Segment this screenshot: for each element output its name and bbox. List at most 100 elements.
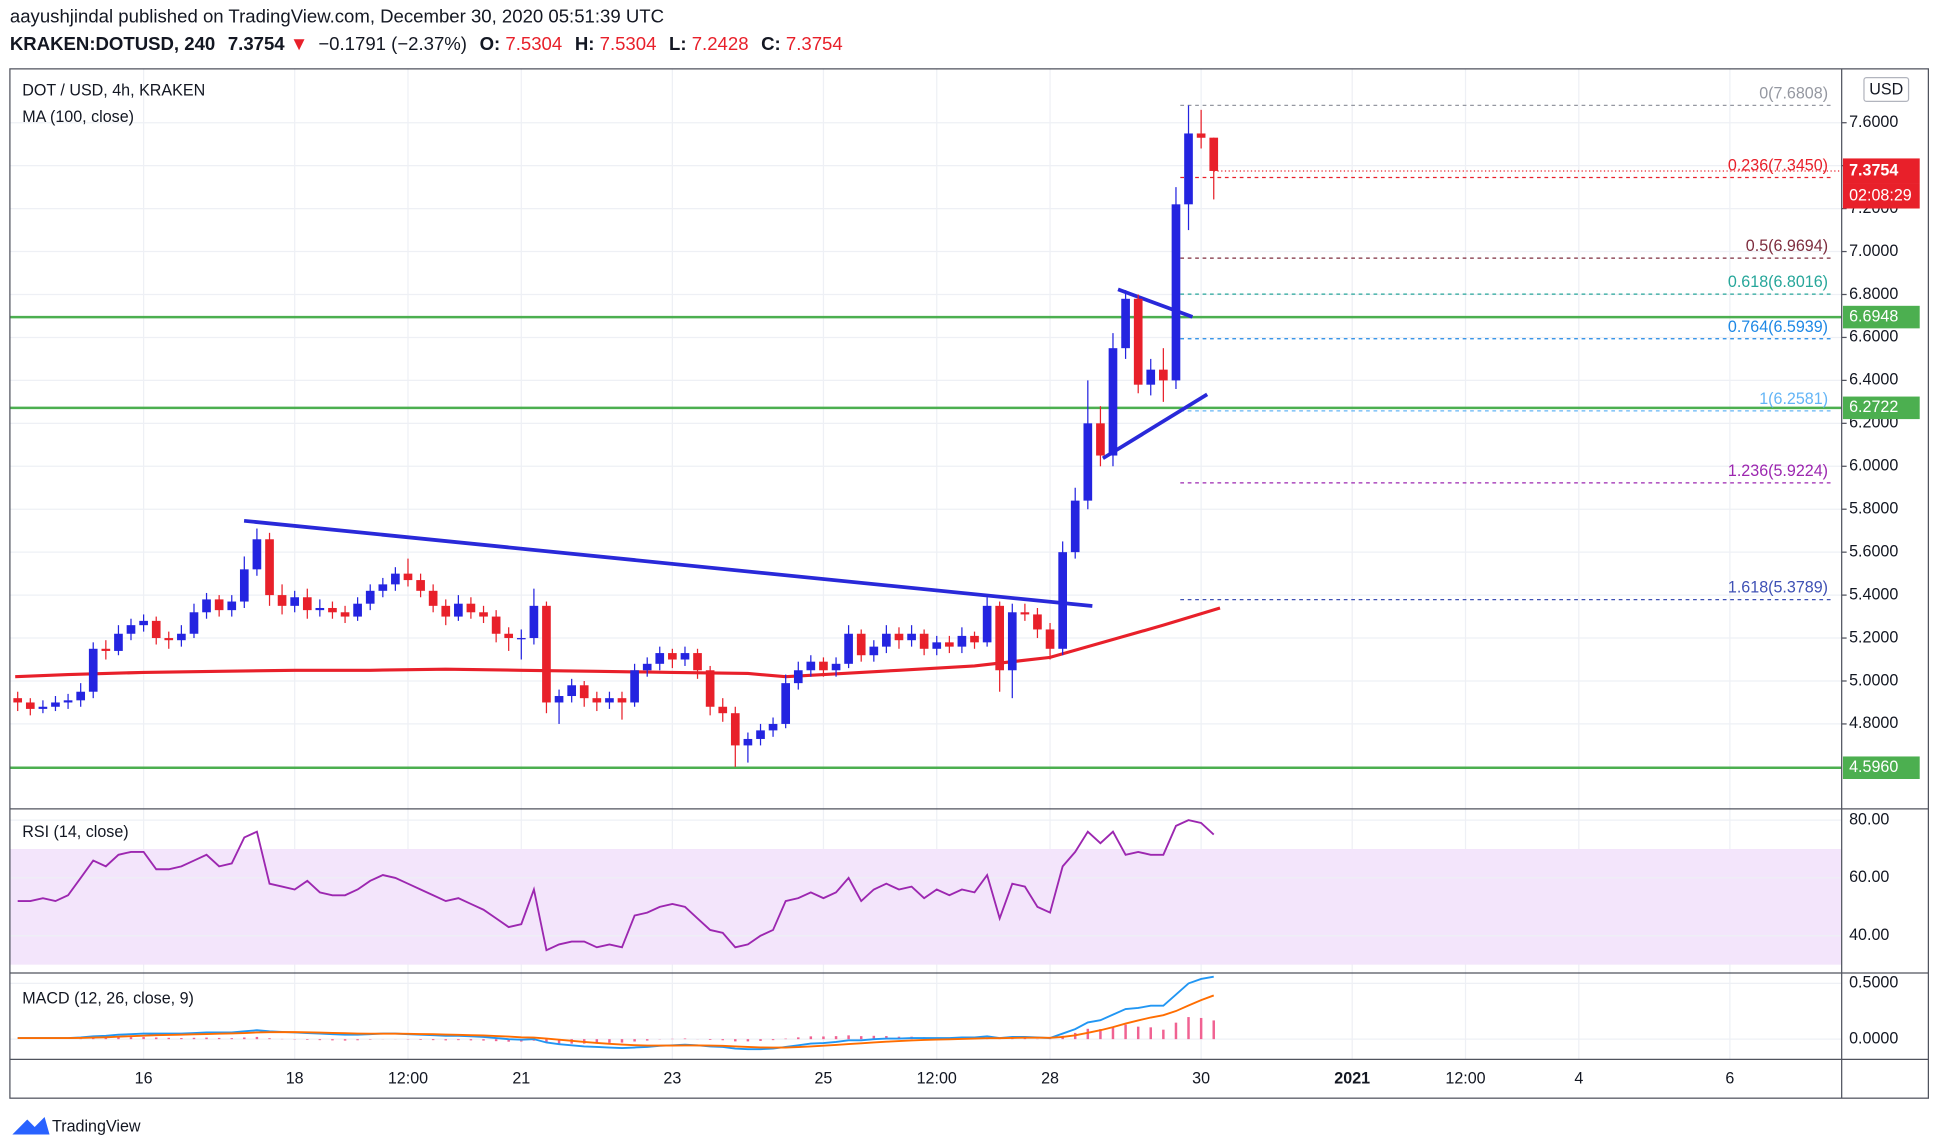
rsi-tick-label: 60.00 [1849,868,1889,886]
candle-body [705,670,715,707]
x-tick-label: 2021 [1334,1070,1370,1088]
candle-body [730,713,740,746]
y-tick-label: 7.6000 [1849,113,1898,131]
macd-histogram-bar [1162,1029,1165,1040]
y-tick-label: 5.0000 [1849,671,1898,689]
macd-tick-label: 0.5000 [1849,974,1898,992]
candle-body [51,702,60,707]
candle-body [1209,137,1219,171]
candle-body [139,620,148,626]
brand-name: TradingView [52,1117,141,1135]
level-label-box [1842,396,1920,420]
candle-body [995,605,1005,671]
macd-histogram-bar [746,1039,750,1042]
macd-histogram-bar [822,1036,825,1040]
x-tick-label: 18 [286,1070,304,1088]
level-label: 4.5960 [1849,758,1898,776]
candle-body [1083,423,1093,501]
candle-body [290,597,300,606]
author-line: aayushjindal published on TradingView.co… [10,5,664,26]
candle-body [630,670,639,703]
candle-body [101,648,111,651]
candle-body [302,597,312,611]
macd-tick-label: 0.0000 [1849,1029,1898,1047]
candle-body [693,653,702,671]
y-tick-label: 5.2000 [1849,628,1898,646]
y-tick-label: 6.0000 [1849,457,1898,475]
macd-histogram-bar [708,1039,712,1040]
candle-body [428,590,438,606]
candle-body [1045,629,1055,649]
y-tick-label: 4.8000 [1849,714,1898,732]
trend-line [243,518,1093,608]
macd-histogram-bar [91,1037,95,1040]
fib-label: 0.236(7.3450) [1728,156,1828,174]
macd-histogram-bar [117,1037,120,1040]
fib-label: 1(6.2581) [1759,390,1828,408]
macd-histogram-bar [331,1039,334,1041]
candle-body [416,580,425,591]
macd-histogram-bar [1174,1022,1178,1040]
candle-body [919,633,929,649]
macd-histogram-bar [721,1039,724,1041]
macd-histogram-bar [469,1039,473,1041]
macd-histogram-bar [1099,1029,1102,1040]
macd-histogram-bar [683,1038,687,1040]
trend-line [1101,392,1209,460]
last-price-label: 7.3754 [1849,161,1898,179]
candle-body [13,698,23,703]
candle-body [1184,133,1193,205]
macd-histogram-bar [1199,1017,1203,1040]
candle-body [793,670,803,684]
currency-button[interactable] [1863,77,1910,103]
candle-body [504,633,514,639]
macd-histogram-bar [1136,1026,1140,1040]
currency-label[interactable]: USD [1869,80,1903,98]
x-tick-label: 12:00 [388,1070,428,1088]
y-tick-label: 6.6000 [1849,328,1898,346]
candle-body [1171,204,1181,381]
candle-body [1058,552,1068,649]
candle-body [516,638,526,640]
candle-body [277,595,287,606]
open-label: O: [480,33,501,54]
brand-logo [12,1116,50,1135]
level-label: 6.6948 [1849,307,1898,325]
candle-body [202,599,211,613]
fib-label: 1.236(5.9224) [1728,462,1828,480]
candle-body [1159,369,1168,381]
candle-body [63,700,73,703]
macd-histogram-bar [431,1039,435,1041]
macd-histogram-bar [444,1039,447,1041]
change: −0.1791 (−2.37%) [318,33,467,54]
candle-body [756,730,765,739]
candle-body [1146,369,1156,385]
candle-body [1020,612,1030,615]
last-price-box [1842,158,1920,184]
high-value: 7.5304 [600,33,657,54]
rsi-tick-label: 40.00 [1849,926,1889,944]
macd-histogram-bar [230,1038,233,1040]
y-tick-label: 6.8000 [1849,285,1898,303]
macd-line [17,975,1214,1051]
candle-body [177,633,186,641]
candle-body [844,633,853,664]
macd-histogram-bar [734,1039,737,1042]
macd-histogram-bar [482,1039,485,1041]
candle-body [466,603,476,613]
countdown-label: 02:08:29 [1849,186,1912,204]
macd-histogram-bar [167,1037,171,1040]
macd-histogram-bar [457,1039,460,1041]
candle-body [1196,133,1206,138]
y-tick-label: 7.0000 [1849,242,1898,260]
macd-histogram-bar [885,1036,888,1040]
macd-histogram-bar [1187,1017,1190,1040]
fib-label: 0.764(6.5939) [1728,318,1828,336]
candle-body [579,685,589,699]
level-label: 6.2722 [1849,398,1898,416]
x-tick-label: 21 [512,1070,530,1088]
macd-histogram-bar [154,1037,158,1040]
candle-body [957,635,967,647]
